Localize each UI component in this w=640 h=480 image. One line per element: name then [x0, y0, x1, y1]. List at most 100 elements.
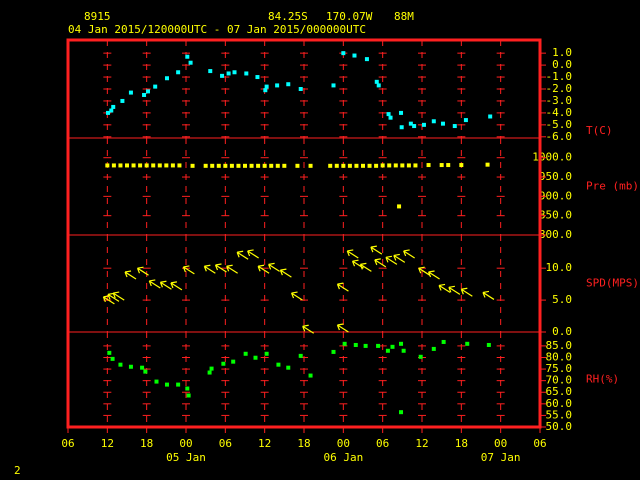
point — [264, 351, 269, 356]
point — [105, 110, 110, 115]
point — [164, 76, 169, 81]
point — [207, 370, 212, 375]
longitude: 170.07W — [326, 10, 373, 23]
point — [164, 382, 169, 387]
wind-arrow — [374, 258, 387, 268]
point — [465, 341, 470, 346]
point — [363, 343, 368, 348]
point — [264, 84, 269, 89]
y-tick-label: -2.0 — [546, 82, 573, 95]
wind-arrow — [290, 291, 303, 301]
y-tick-label: 60.0 — [546, 397, 573, 410]
wind-arrow — [236, 250, 249, 260]
point — [185, 386, 190, 391]
point — [220, 73, 225, 78]
point — [243, 351, 248, 356]
point — [376, 343, 381, 348]
point — [231, 359, 236, 364]
wind-arrow — [136, 266, 149, 276]
wind-arrow — [257, 264, 270, 274]
point — [269, 163, 274, 168]
point — [107, 350, 112, 355]
point — [151, 163, 156, 168]
point — [157, 163, 162, 168]
x-tick-label: 00 — [494, 437, 507, 450]
point — [298, 353, 303, 358]
point — [118, 362, 123, 367]
point — [331, 349, 336, 354]
point — [210, 163, 215, 168]
point — [367, 163, 372, 168]
y-tick-label: 70.0 — [546, 374, 573, 387]
point — [109, 108, 114, 113]
point — [244, 71, 249, 76]
y-tick-label: 50.0 — [546, 420, 573, 433]
wind-arrow — [159, 280, 172, 290]
point — [275, 163, 280, 168]
x-tick-label: 18 — [140, 437, 153, 450]
point — [223, 163, 228, 168]
point — [399, 410, 404, 415]
point — [421, 122, 426, 127]
x-tick-label: 18 — [297, 437, 310, 450]
y-tick-label: 1.0 — [552, 46, 572, 59]
wind-arrow — [226, 264, 238, 274]
point — [399, 341, 404, 346]
point — [263, 88, 268, 93]
point — [226, 71, 231, 76]
point — [374, 79, 379, 84]
frame — [66, 38, 542, 429]
wind-arrow — [182, 265, 195, 275]
point — [275, 83, 280, 88]
point — [249, 163, 254, 168]
wind-arrow — [385, 255, 398, 265]
wind-arrow — [438, 283, 451, 293]
point — [286, 365, 291, 370]
point — [380, 163, 385, 168]
point — [208, 69, 213, 74]
point — [386, 112, 391, 117]
wind-arrow — [148, 279, 161, 289]
point — [331, 83, 336, 88]
y-tick-label: 0.0 — [552, 325, 572, 338]
point — [131, 163, 136, 168]
point — [426, 163, 431, 168]
point — [418, 354, 423, 359]
point — [128, 90, 133, 95]
point — [255, 75, 260, 80]
point — [154, 379, 159, 384]
y-tick-label: -5.0 — [546, 118, 573, 131]
point — [125, 163, 129, 168]
point — [203, 163, 208, 168]
point — [440, 121, 445, 126]
point — [334, 163, 339, 168]
x-tick-label: 12 — [415, 437, 428, 450]
x-tick-label: 12 — [258, 437, 271, 450]
wind-arrow — [427, 270, 440, 280]
point — [347, 163, 352, 168]
point — [397, 204, 402, 209]
point — [185, 54, 190, 59]
wind-arrow — [418, 266, 431, 276]
point — [364, 57, 369, 62]
point — [142, 92, 147, 97]
y-tick-label: -3.0 — [546, 94, 573, 107]
y-tick-label: 800.0 — [539, 228, 572, 241]
point — [308, 373, 313, 378]
point — [128, 364, 133, 369]
y-tick-label: 5.0 — [552, 293, 572, 306]
date-label: 05 Jan — [166, 451, 206, 464]
point — [341, 51, 346, 56]
panel-label: SPD(MPS) — [586, 277, 639, 290]
point — [446, 163, 451, 168]
point — [374, 163, 379, 168]
point — [308, 163, 313, 168]
point — [295, 163, 300, 168]
point — [176, 70, 181, 75]
point — [452, 124, 457, 129]
wind-arrow — [482, 290, 495, 300]
point — [153, 84, 158, 89]
period: 04 Jan 2015/120000UTC - 07 Jan 2015/0000… — [68, 23, 366, 36]
point — [176, 382, 181, 387]
